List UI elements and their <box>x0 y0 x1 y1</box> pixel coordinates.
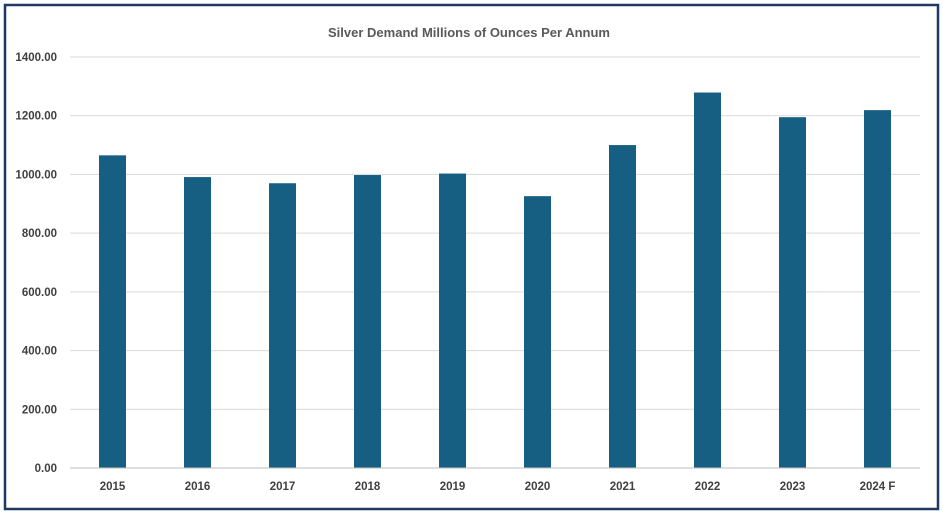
y-tick-label: 800.00 <box>22 228 57 240</box>
x-axis-tick-labels: 2015 2016 2017 2018 2019 2020 2021 2022 2023 2024… <box>100 481 896 493</box>
x-tick-label: 2016 <box>185 481 211 493</box>
bar-2021 <box>609 145 636 469</box>
bar-2020 <box>524 196 551 468</box>
x-tick-label: 2019 <box>440 481 466 493</box>
x-tick-label: 2021 <box>610 481 636 493</box>
y-tick-label: 0.00 <box>35 463 57 475</box>
gridlines <box>70 56 920 410</box>
bar-2022 <box>694 92 721 468</box>
x-tick-label: 2023 <box>780 481 806 493</box>
y-tick-label: 200.00 <box>22 404 57 416</box>
chart-title: Silver Demand Millions of Ounces Per Ann… <box>328 25 610 40</box>
y-tick-label: 1200.00 <box>15 111 57 123</box>
bar-2018 <box>354 175 381 468</box>
y-axis-tick-labels: 0.00 200.00 400.00 600.00 800.00 1000.00 1200.… <box>15 52 57 475</box>
x-tick-label: 2017 <box>270 481 296 493</box>
x-tick-label: 2018 <box>355 481 381 493</box>
bar-2024-f <box>864 110 891 469</box>
bar-2016 <box>184 177 211 468</box>
y-tick-label: 600.00 <box>22 287 57 299</box>
bar-2019 <box>439 173 466 468</box>
y-tick-label: 1400.00 <box>15 52 57 64</box>
x-tick-label: 2015 <box>100 481 126 493</box>
bar-2017 <box>269 183 296 468</box>
x-tick-label: 2022 <box>695 481 721 493</box>
y-tick-label: 1000.00 <box>15 169 57 181</box>
x-tick-label: 2020 <box>525 481 551 493</box>
y-tick-label: 400.00 <box>22 346 57 358</box>
bar-2015 <box>99 155 126 468</box>
bars <box>99 92 891 469</box>
bar-2023 <box>779 117 806 469</box>
x-tick-label: 2024 F <box>860 481 896 493</box>
